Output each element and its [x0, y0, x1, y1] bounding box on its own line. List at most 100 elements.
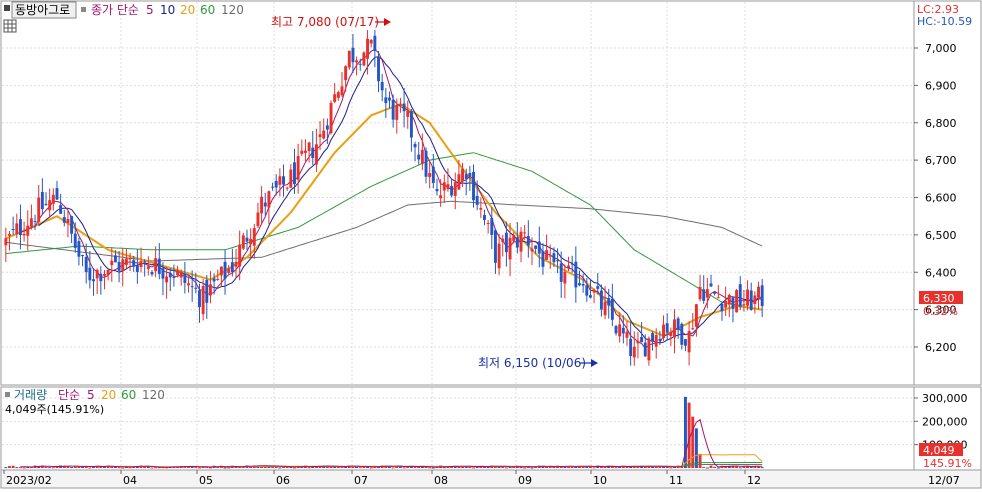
volume-bar	[241, 467, 245, 469]
candle-body	[676, 318, 680, 331]
volume-bar	[559, 466, 563, 468]
candle-body	[314, 144, 318, 165]
volume-bar	[680, 466, 684, 468]
candle-body	[537, 241, 541, 254]
volume-bar	[150, 467, 154, 469]
volume-bar	[683, 396, 687, 468]
volume-bar	[351, 465, 355, 468]
volume-bar	[307, 467, 311, 469]
grid-settings-icon[interactable]	[3, 19, 17, 33]
high-arrow-icon	[375, 18, 391, 26]
volume-bar	[651, 466, 655, 468]
volume-bar	[632, 466, 636, 468]
x-tick-label: 09	[518, 474, 532, 487]
volume-bar	[121, 467, 125, 469]
candle-body	[26, 225, 30, 236]
candle-body	[669, 332, 673, 337]
volume-bar	[716, 467, 720, 469]
volume-bar	[669, 467, 673, 469]
high-annotation: 최고 7,080 (07/17)	[271, 15, 379, 29]
volume-bar	[662, 466, 665, 468]
volume-bar	[8, 466, 11, 468]
volume-bar	[428, 467, 432, 469]
volume-bar	[760, 467, 764, 469]
volume-bar	[753, 466, 757, 468]
candle-body	[570, 263, 574, 265]
candle-body	[106, 269, 110, 275]
candle-body	[15, 223, 19, 235]
volume-bar	[377, 467, 380, 469]
ma60-line	[5, 152, 763, 311]
volume-bar	[48, 467, 52, 469]
hc-label: HC:-10.59	[917, 15, 972, 28]
volume-bar	[654, 466, 658, 468]
price-tick-label: 6,300	[925, 304, 957, 317]
volume-bar	[103, 466, 106, 468]
volume-bar	[366, 466, 370, 468]
stock-name[interactable]: 동방아그로	[15, 3, 70, 17]
candle-body	[230, 262, 234, 272]
volume-bar	[512, 466, 516, 468]
volume-legend-square-icon	[5, 392, 10, 397]
candle-body	[705, 289, 709, 298]
volume-bar	[453, 466, 457, 468]
volume-bar	[117, 467, 121, 469]
volume-bar	[73, 466, 77, 468]
current-price: 6,330	[923, 292, 955, 305]
volume-bar	[223, 467, 227, 469]
volume-bar	[51, 467, 55, 469]
candle-body	[442, 182, 446, 191]
candle-body	[713, 292, 717, 294]
volume-bar	[135, 466, 139, 468]
candle-body	[610, 298, 614, 320]
candle-body	[103, 273, 106, 276]
candle-body	[143, 261, 147, 263]
volume-bar	[705, 467, 709, 469]
candle-body	[643, 342, 647, 357]
volume-bar	[77, 466, 81, 468]
menu-square-icon[interactable]	[4, 5, 10, 11]
candle-body	[194, 287, 198, 289]
volume-bar	[216, 467, 220, 469]
volume-bar	[336, 466, 340, 468]
stock-name-box[interactable]	[11, 1, 77, 19]
candle-body	[490, 218, 494, 235]
candle-body	[366, 38, 370, 59]
candle-body	[355, 60, 359, 63]
candle-body	[515, 237, 519, 248]
price-tick-label: 6,700	[925, 154, 957, 167]
price-tick-label: 6,800	[925, 117, 957, 130]
candle-body	[95, 269, 99, 279]
volume-bar	[355, 466, 359, 468]
candle-body	[77, 241, 81, 257]
candle-body	[44, 203, 48, 205]
candle-body	[420, 149, 424, 164]
candle-body	[84, 257, 88, 273]
candle-body	[278, 176, 282, 185]
candle-body	[48, 200, 52, 211]
volume-ma5-line	[20, 418, 763, 468]
candle-body	[29, 218, 33, 227]
candle-body	[318, 134, 322, 138]
candle-body	[406, 110, 410, 117]
candle-body	[55, 188, 59, 200]
volume-axis-frame	[913, 386, 982, 471]
volume-bar	[483, 466, 486, 468]
volume-bar	[738, 467, 742, 469]
candle-body	[11, 229, 15, 231]
candle-body	[139, 261, 143, 268]
candle-body	[486, 223, 490, 225]
price-tick-label: 6,200	[925, 341, 957, 354]
volume-bar	[570, 466, 574, 468]
candle-body	[687, 331, 691, 353]
volume-bar	[344, 466, 348, 468]
candle-body	[592, 290, 596, 293]
volume-bar	[4, 467, 8, 469]
volume-bar	[282, 466, 285, 468]
candle-body	[640, 336, 644, 343]
price-axis-frame	[913, 0, 982, 386]
candle-body	[121, 259, 125, 271]
